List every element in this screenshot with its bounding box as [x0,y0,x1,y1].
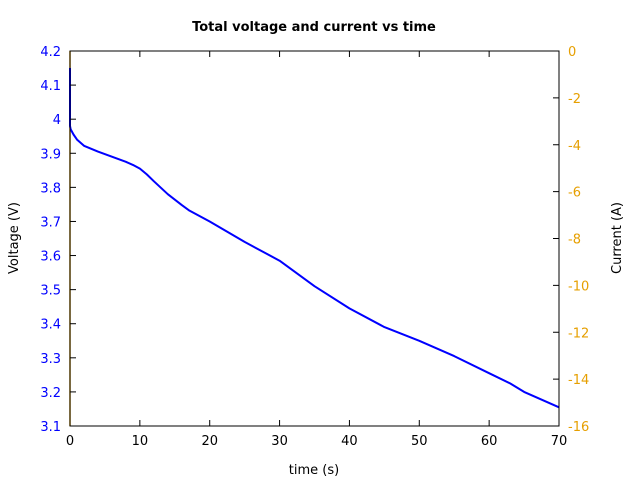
y-right-tick-label: -8 [568,233,581,248]
y-left-tick-label: 3.1 [40,420,61,435]
x-axis-label: time (s) [289,463,339,478]
plot-frame [69,50,560,427]
x-tick-label: 0 [66,434,74,449]
y-right-tick-label: -16 [568,420,589,435]
y-left-tick-label: 4.2 [40,45,61,60]
x-tick-label: 70 [551,434,568,449]
y-left-tick-label: 3.3 [40,352,61,367]
y-left-tick-label: 3.4 [40,318,61,333]
y-left-tick-label: 3.7 [40,215,61,230]
x-tick-label: 50 [411,434,428,449]
y-right-tick-label: -6 [568,186,581,201]
chart-title: Total voltage and current vs time [192,20,436,35]
x-tick-label: 40 [341,434,358,449]
y-left-tick-label: 4 [53,113,61,128]
y-left-tick-label: 3.2 [40,386,61,401]
x-tick-label: 10 [132,434,149,449]
y-left-tick-label: 3.8 [40,181,61,196]
y-right-tick-label: -14 [568,373,589,388]
y-axis-left-label: Voltage (V) [7,202,22,274]
x-tick-label: 20 [201,434,218,449]
y-right-tick-label: 0 [568,45,576,60]
x-axis: 0 10 20 30 40 50 60 70 [66,51,567,449]
x-tick-label: 30 [271,434,288,449]
voltage-line [69,68,560,409]
y-axis-left: 3.1 3.2 3.3 3.4 3.5 3.6 3.7 3.8 3.9 4 4.1 4.2 [40,45,76,435]
y-right-tick-label: -12 [568,326,589,341]
y-axis-right: -16 -14 -12 -10 -8 -6 -4 -2 0 [553,45,589,435]
y-right-tick-label: -4 [568,139,581,154]
y-left-tick-label: 3.9 [40,147,61,162]
plot-series [69,51,560,426]
y-left-tick-label: 4.1 [40,79,61,94]
x-tick-label: 60 [481,434,498,449]
y-axis-right-label: Current (A) [610,202,625,274]
y-right-tick-label: -2 [568,92,581,107]
y-right-tick-label: -10 [568,279,589,294]
y-left-tick-label: 3.5 [40,284,61,299]
y-left-tick-label: 3.6 [40,250,61,265]
